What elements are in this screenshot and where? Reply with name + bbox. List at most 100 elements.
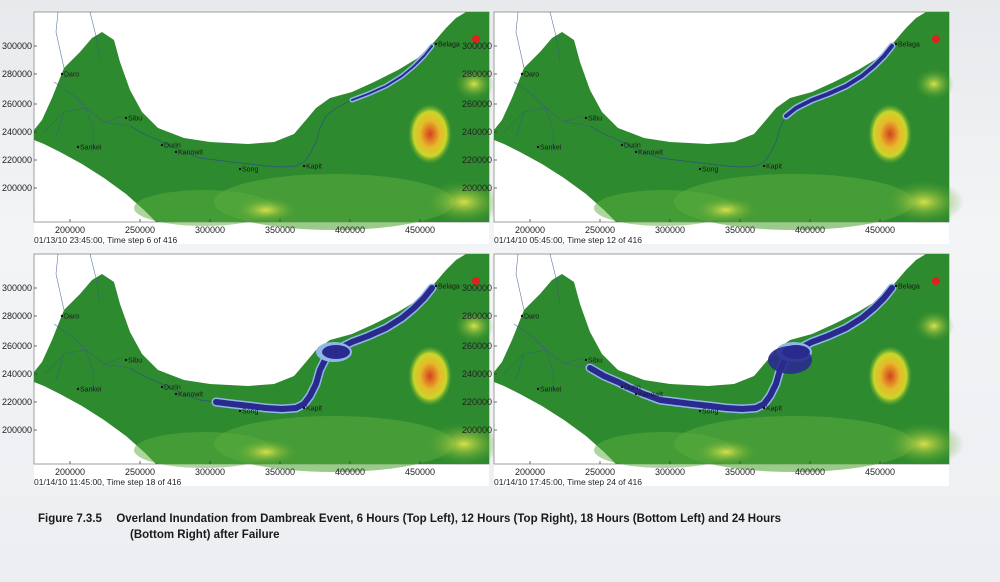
town-label: Kanowit [178, 150, 203, 157]
y-tick-label: 280000 [462, 69, 492, 79]
x-tick-label: 350000 [265, 467, 295, 477]
town-dot [60, 314, 64, 318]
town-label: Sibu [588, 358, 602, 365]
y-tick-label: 240000 [2, 127, 32, 137]
figure-caption-line1: Overland Inundation from Dambreak Event,… [116, 513, 782, 525]
town-dot [238, 409, 242, 413]
town-dot [536, 145, 540, 149]
y-tick-label: 260000 [2, 341, 32, 351]
highland-area [884, 422, 964, 466]
highland-area [914, 310, 954, 342]
town-dot [520, 314, 524, 318]
town-dot [124, 358, 128, 362]
figure-caption-continued: (Bottom Right) after Failure [130, 529, 280, 541]
boundary-line [549, 11, 561, 63]
town-label: Song [702, 167, 718, 174]
town-label: Belaga [898, 284, 920, 291]
town-label: Daro [64, 314, 79, 321]
town-dot [302, 164, 306, 168]
town-label: Sibu [128, 116, 142, 123]
time-step-label: 01/14/10 17:45:00, Time step 24 of 416 [494, 477, 642, 487]
x-tick-label: 300000 [655, 467, 685, 477]
town-dot [124, 116, 128, 120]
boundary-line [53, 81, 87, 109]
mountain-peak [408, 104, 452, 164]
town-dot [584, 358, 588, 362]
flood-extent [322, 345, 350, 359]
town-label: Sankei [80, 387, 102, 394]
boundary-line [55, 353, 65, 381]
highland-area [454, 68, 494, 100]
town-dot [698, 409, 702, 413]
boundary-line [545, 107, 555, 153]
time-step-label: 01/14/10 11:45:00, Time step 18 of 416 [34, 477, 182, 487]
boundary-line [55, 111, 65, 139]
x-tick-label: 250000 [585, 225, 615, 235]
y-tick-label: 220000 [462, 397, 492, 407]
boundary-line [55, 253, 65, 311]
y-tick-label: 200000 [2, 183, 32, 193]
town-label: Sankei [80, 145, 102, 152]
y-tick-label: 240000 [2, 369, 32, 379]
x-tick-label: 200000 [55, 467, 85, 477]
map-panel-12-hours: Belaga Daro Sibu Sankei Durin Kanowit Song Kapi… [462, 11, 964, 245]
y-tick-label: 260000 [462, 341, 492, 351]
boundary-line [89, 253, 101, 305]
y-tick-label: 260000 [2, 99, 32, 109]
town-dot [76, 145, 80, 149]
boundary-line [515, 253, 525, 311]
y-tick-label: 220000 [2, 155, 32, 165]
town-label: Kanowit [638, 392, 663, 399]
town-dot [60, 72, 64, 76]
y-tick-label: 200000 [462, 183, 492, 193]
y-tick-label: 240000 [462, 127, 492, 137]
x-tick-label: 450000 [405, 225, 435, 235]
x-tick-label: 200000 [515, 225, 545, 235]
boundary-line [549, 253, 561, 305]
figure-caption: Figure 7.3.5 Overland Inundation from Da… [38, 513, 781, 525]
town-dot [584, 116, 588, 120]
x-tick-label: 450000 [865, 225, 895, 235]
boundary-line [85, 107, 95, 153]
y-tick-label: 280000 [2, 311, 32, 321]
town-label: Sibu [128, 358, 142, 365]
town-dot [174, 392, 178, 396]
dam-marker [472, 35, 480, 43]
town-label: Daro [524, 314, 539, 321]
y-tick-label: 260000 [462, 99, 492, 109]
mountain-peak [868, 104, 912, 164]
mountain-peak [408, 346, 452, 406]
x-tick-label: 300000 [195, 225, 225, 235]
dam-marker [932, 35, 940, 43]
y-tick-label: 240000 [462, 369, 492, 379]
y-tick-label: 280000 [2, 69, 32, 79]
x-tick-label: 250000 [125, 225, 155, 235]
town-dot [434, 42, 438, 46]
town-dot [520, 72, 524, 76]
y-tick-label: 300000 [2, 41, 32, 51]
boundary-line [85, 349, 95, 395]
town-label: Kapit [766, 164, 782, 171]
flood-extent [213, 285, 435, 412]
boundary-line [563, 121, 591, 127]
y-tick-label: 200000 [2, 425, 32, 435]
town-dot [894, 284, 898, 288]
town-label: Sibu [588, 116, 602, 123]
town-dot [238, 167, 242, 171]
town-dot [698, 167, 702, 171]
town-label: Belaga [438, 42, 460, 49]
town-dot [160, 385, 164, 389]
town-dot [634, 150, 638, 154]
flood-extent [351, 45, 433, 101]
flood-extent [768, 346, 812, 374]
flood-extent [784, 44, 894, 118]
highland-area [232, 438, 300, 466]
town-label: Kapit [766, 406, 782, 413]
boundary-line [103, 363, 131, 369]
town-dot [894, 42, 898, 46]
x-tick-label: 400000 [335, 225, 365, 235]
boundary-line [515, 111, 525, 139]
town-dot [536, 387, 540, 391]
town-label: Daro [64, 72, 79, 79]
highland-area [914, 68, 954, 100]
